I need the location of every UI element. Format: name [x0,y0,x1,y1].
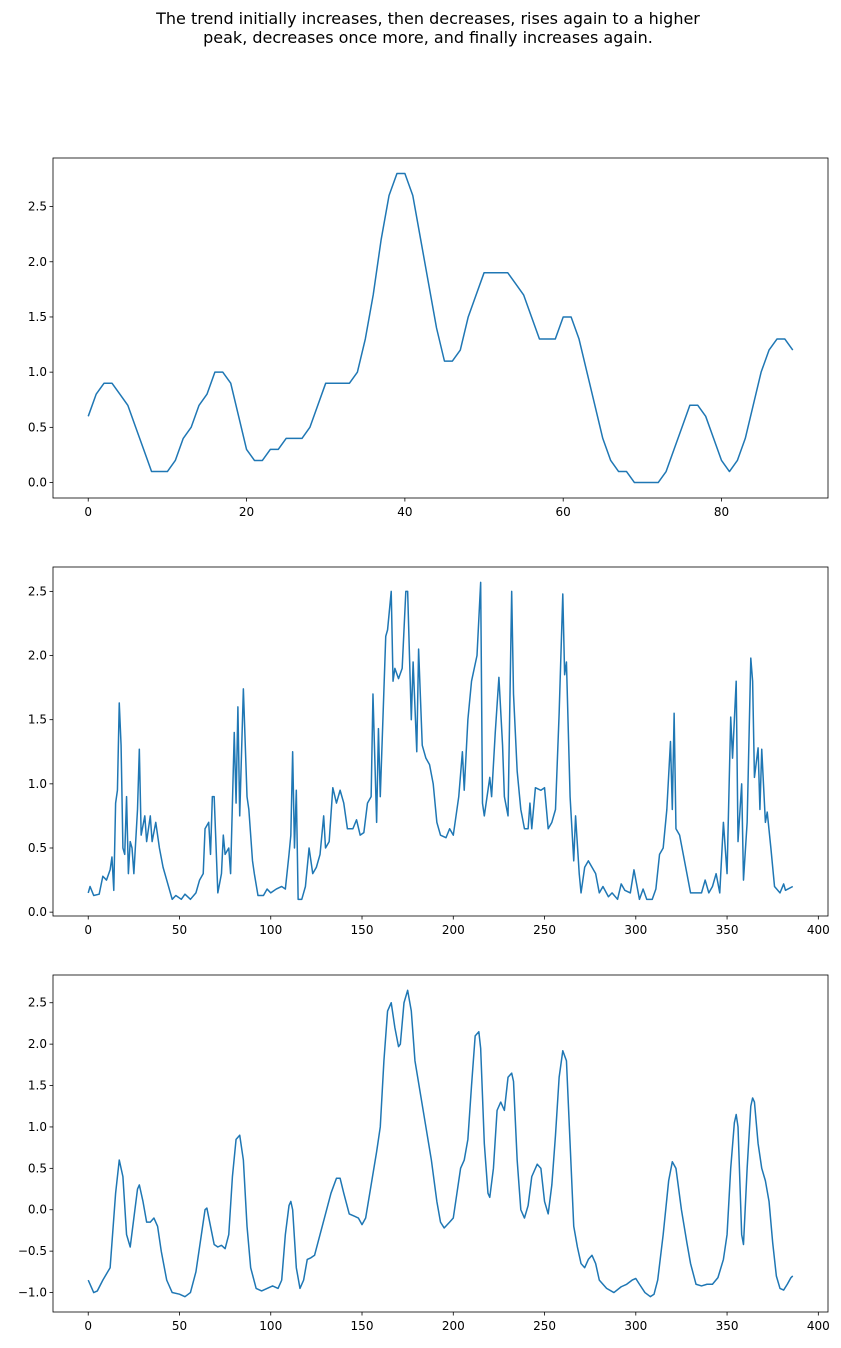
title-line: The trend initially increases, then decr… [155,9,700,28]
y-tick-label: 1.0 [28,1120,47,1134]
axes-frame [52,157,829,499]
figure-title: The trend initially increases, then decr… [155,9,700,47]
x-tick-label: 50 [172,1319,187,1333]
x-tick-label: 20 [239,505,254,519]
y-tick-label: 0.0 [28,476,47,490]
title-line: peak, decreases once more, and finally i… [203,28,653,47]
y-tick-label: 1.0 [28,365,47,379]
data-line [87,581,794,901]
x-tick-label: 250 [533,923,556,937]
x-tick-label: 200 [442,923,465,937]
y-tick-label: −1.0 [18,1286,47,1300]
x-tick-label: 300 [624,1319,647,1333]
x-tick-label: 350 [716,923,739,937]
x-tick-label: 40 [397,505,412,519]
x-tick-label: 0 [84,1319,92,1333]
x-tick-label: 300 [624,923,647,937]
axes-frame [52,566,829,917]
x-tick-label: 100 [259,923,282,937]
x-tick-label: 80 [714,505,729,519]
subplot: 0 20 40 60 80 0.0 0.5 1.0 1.5 2.0 2.5 [28,157,829,519]
y-tick-label: 2.5 [28,584,47,598]
y-tick-label: 0.5 [28,420,47,434]
y-tick-label: 0.5 [28,841,47,855]
data-line [87,172,794,484]
y-tick-label: 0.0 [28,1203,47,1217]
y-tick-label: 0.0 [28,905,47,919]
x-tick-label: 150 [351,923,374,937]
y-tick-label: 2.0 [28,1037,47,1051]
y-tick-label: 0.5 [28,1161,47,1175]
x-tick-label: 250 [533,1319,556,1333]
x-tick-label: 100 [259,1319,282,1333]
x-tick-label: 150 [351,1319,374,1333]
data-line [87,989,794,1298]
y-tick-label: 1.5 [28,310,47,324]
x-tick-label: 0 [84,923,92,937]
x-tick-label: 350 [716,1319,739,1333]
y-tick-label: 1.0 [28,777,47,791]
subplot: 0 50 100 150 200 250 300 350 400 0.0 0.5 1.0 1.5 2.0 2… [28,566,830,937]
x-tick-label: 0 [84,505,92,519]
y-tick-label: 1.5 [28,713,47,727]
x-tick-label: 400 [807,923,830,937]
y-tick-label: −0.5 [18,1244,47,1258]
x-tick-label: 400 [807,1319,830,1333]
x-tick-label: 200 [442,1319,465,1333]
x-tick-label: 60 [556,505,571,519]
y-tick-label: 1.5 [28,1079,47,1093]
y-tick-label: 2.5 [28,996,47,1010]
x-tick-label: 50 [172,923,187,937]
axes-frame [52,974,829,1313]
subplot: 0 50 100 150 200 250 300 350 400 −1.0 −0.5 0.0 0.5 1.… [18,974,830,1333]
y-tick-label: 2.5 [28,200,47,214]
y-tick-label: 2.0 [28,255,47,269]
y-tick-label: 2.0 [28,649,47,663]
